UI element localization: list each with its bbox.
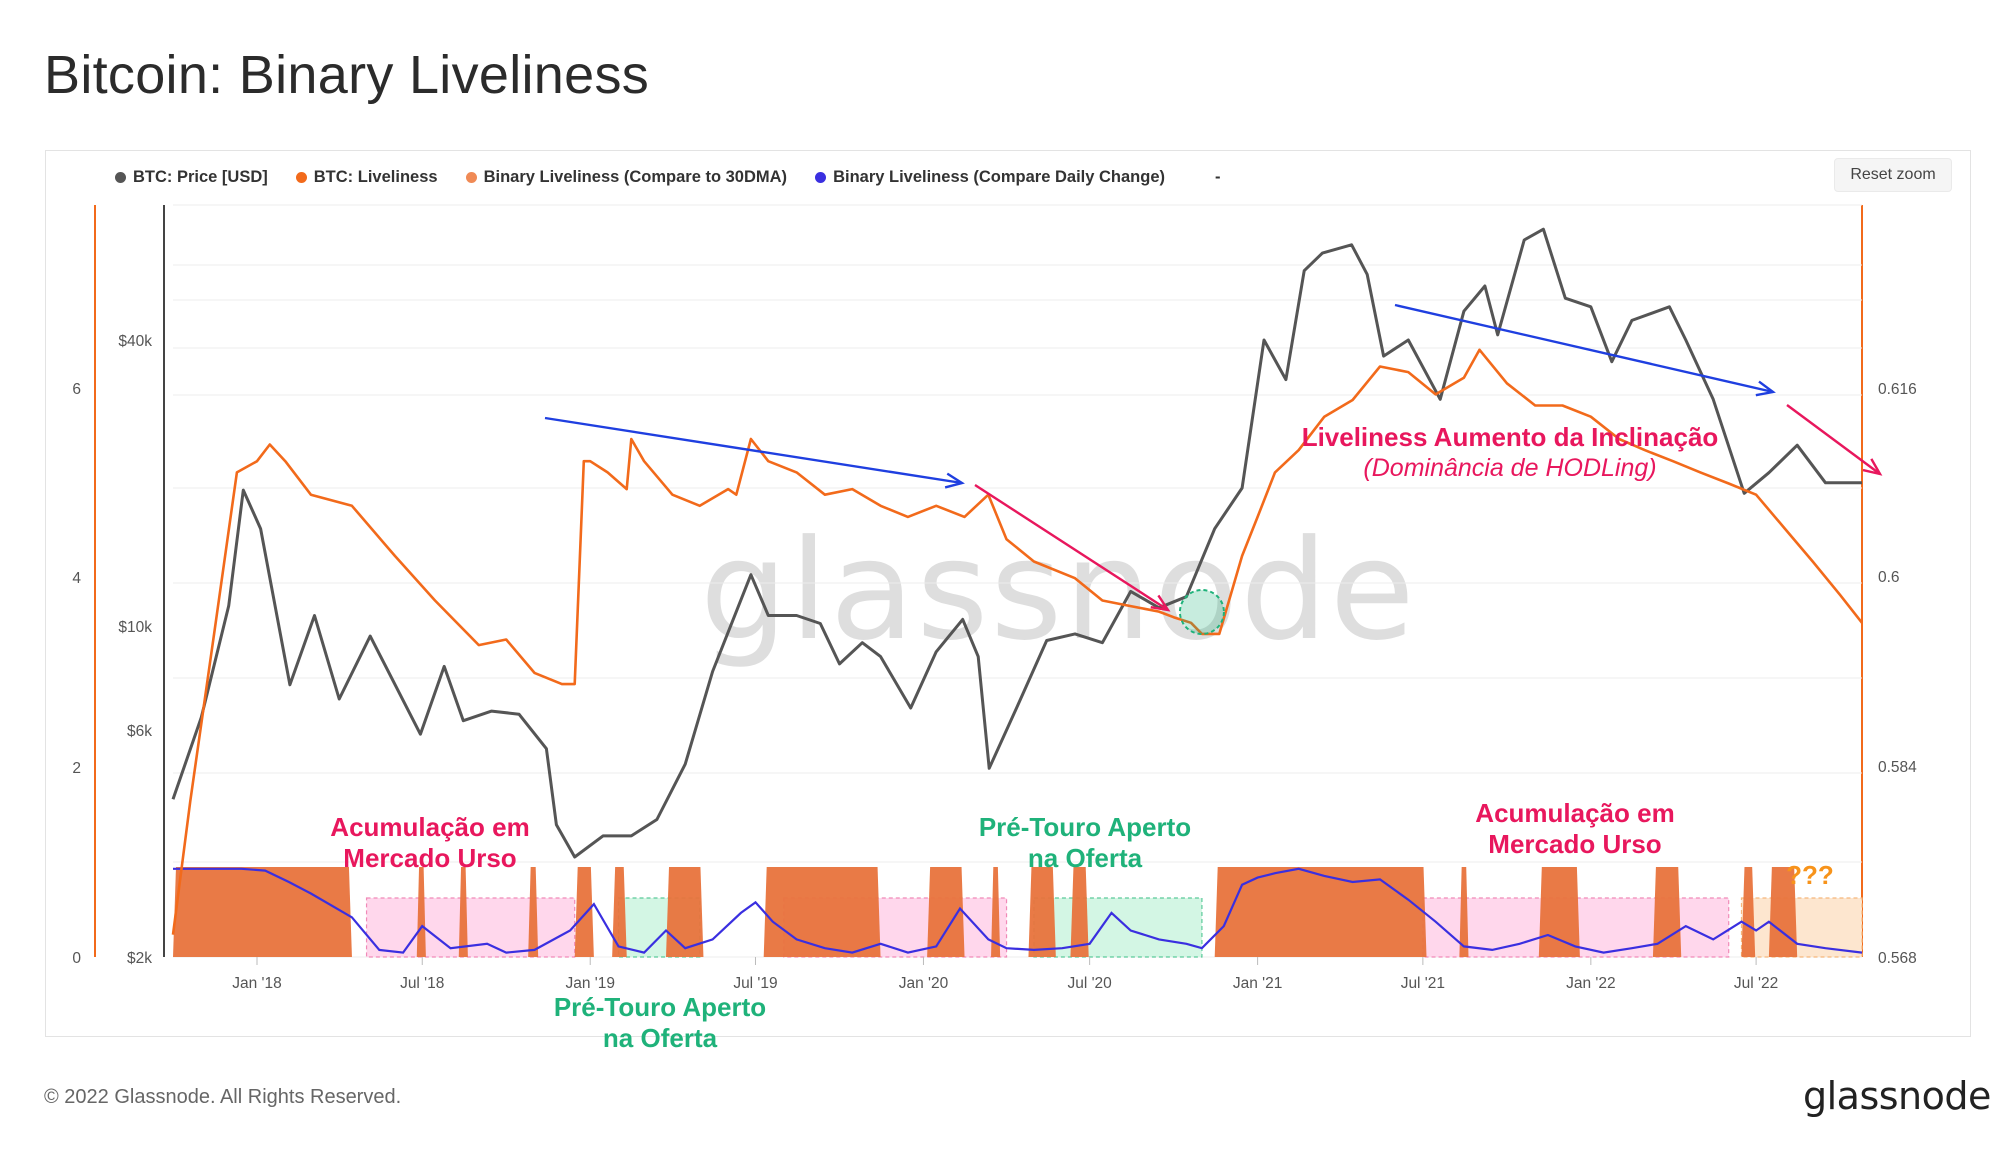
legend-label-liveliness: BTC: Liveliness [313, 168, 438, 186]
legend-dot-binary-30dma [465, 172, 477, 183]
binary-30dma-bar-14 [1538, 867, 1580, 957]
binary-30dma-bar-5 [612, 867, 627, 957]
binary-tick-label-0: 0 [72, 950, 81, 967]
x-tick-label-9: Jul '22 [1734, 975, 1778, 992]
page-title: Bitcoin: Binary Liveliness [44, 45, 650, 105]
glassnode-logo: glassnode [1803, 1074, 1991, 1118]
liveliness-tick-label-1: 0.584 [1878, 759, 1917, 776]
binary-30dma-bar-2 [458, 867, 468, 957]
legend-label-dash: - [1215, 168, 1221, 186]
copyright-text: © 2022 Glassnode. All Rights Reserved. [44, 1086, 402, 1108]
arrow-blue-2019-shaft [544, 416, 963, 485]
legend-dot-price [115, 172, 126, 183]
legend-item-liveliness[interactable]: BTC: Liveliness [295, 168, 438, 187]
liveliness-tick-label-0: 0.568 [1878, 950, 1917, 967]
reset-zoom-button[interactable]: Reset zoom [1834, 158, 1952, 192]
watermark: glassnode [700, 510, 1417, 671]
zone-bear_accumulation-0 [365, 897, 576, 958]
price-tick-label-0: $2k [127, 950, 152, 967]
legend-item-binary-30dma[interactable]: Binary Liveliness (Compare to 30DMA) [465, 168, 788, 187]
legend-item-price[interactable]: BTC: Price [USD] [115, 168, 268, 187]
chart-panel [45, 150, 1971, 1037]
annotation-bull-2-line1: Pré-Touro Aperto [978, 812, 1192, 842]
annotation-unknown: ??? [1786, 860, 1834, 890]
legend-label-binary-30dma: Binary Liveliness (Compare to 30DMA) [483, 168, 788, 186]
x-tick-label-4: Jan '20 [899, 975, 949, 992]
annotation-pre-bull-2: Pré-Touro Aperto na Oferta [955, 812, 1215, 874]
annotation-bull-2-line2: na Oferta [1027, 843, 1143, 873]
x-tick-label-6: Jan '21 [1233, 975, 1283, 992]
binary-30dma-bar-13 [1459, 867, 1469, 957]
x-tick-label-5: Jul '20 [1067, 975, 1112, 992]
legend-dot-liveliness [295, 172, 307, 183]
legend: BTC: Price [USD] BTC: Liveliness Binary … [115, 168, 1221, 187]
arrow-red-2020-shaft [974, 483, 1169, 612]
daily-change-line [173, 867, 1863, 954]
binary-tick-label-3: 6 [72, 381, 81, 398]
x-tick-label-2: Jan '19 [565, 975, 615, 992]
binary-30dma-bar-11 [1070, 867, 1089, 957]
legend-item-dash[interactable]: - [1215, 168, 1221, 187]
annotation-bear-1-line1: Acumulação em [330, 812, 530, 842]
binary-30dma-bar-8 [927, 867, 965, 957]
x-tick-label-3: Jul '19 [733, 975, 777, 992]
price-line [171, 227, 1862, 859]
binary-30dma-bar-1 [416, 867, 426, 957]
binary-30dma-bar-6 [666, 867, 704, 957]
arrow-blue-2021-head [1755, 380, 1776, 397]
price-tick-label-3: $40k [118, 333, 152, 350]
liveliness-tick-label-3: 0.616 [1878, 381, 1917, 398]
binary-30dma-bar-7 [763, 867, 881, 957]
binary-30dma-bar-4 [574, 867, 594, 957]
binary-30dma-bar-17 [1768, 867, 1798, 957]
price-tick-label-1: $6k [127, 723, 152, 740]
arrow-blue-2021-shaft [1394, 303, 1774, 394]
annotation-pre-bull-1: Pré-Touro Aperto na Oferta [530, 992, 790, 1054]
annotation-bear-1-line2: Mercado Urso [343, 843, 517, 873]
arrow-blue-2019-head [944, 472, 965, 489]
legend-label-binary-daily: Binary Liveliness (Compare Daily Change) [833, 168, 1165, 186]
arrow-red-2022-head [1862, 458, 1883, 476]
squeeze-highlight-circle [1178, 589, 1225, 635]
annotation-slope: Liveliness Aumento da Inclinação (Dominâ… [1280, 422, 1740, 484]
binary-30dma-bar-16 [1741, 867, 1756, 957]
binary-30dma-bar-10 [1028, 867, 1056, 957]
binary-30dma-bar-12 [1214, 867, 1427, 957]
binary-tick-label-2: 4 [72, 570, 81, 587]
annotation-bear-2-line2: Mercado Urso [1488, 829, 1662, 859]
arrow-red-2020-head [1150, 594, 1171, 612]
annotation-bear-accumulation-1: Acumulação em Mercado Urso [300, 812, 560, 874]
annotation-bull-1-line1: Pré-Touro Aperto [553, 992, 767, 1022]
x-tick-label-7: Jul '21 [1401, 975, 1445, 992]
price-tick-label-2: $10k [118, 619, 152, 636]
x-tick-label-0: Jan '18 [232, 975, 282, 992]
binary-30dma-bar-0 [173, 867, 352, 957]
x-tick-label-1: Jul '18 [400, 975, 444, 992]
binary-30dma-bar-9 [991, 867, 1001, 957]
liveliness-tick-label-2: 0.6 [1878, 569, 1900, 586]
annotation-bear-accumulation-2: Acumulação em Mercado Urso [1445, 798, 1705, 860]
legend-item-binary-daily[interactable]: Binary Liveliness (Compare Daily Change) [815, 168, 1165, 187]
legend-label-price: BTC: Price [USD] [133, 168, 268, 186]
annotation-slope-subtitle: (Dominância de HODLing) [1363, 454, 1657, 482]
arrow-red-2022-shaft [1786, 404, 1881, 475]
annotation-bear-2-line1: Acumulação em [1475, 798, 1675, 828]
annotation-slope-title: Liveliness Aumento da Inclinação [1301, 422, 1719, 452]
binary-tick-label-1: 2 [72, 760, 81, 777]
x-tick-label-8: Jan '22 [1566, 975, 1616, 992]
legend-dot-binary-daily [815, 172, 827, 183]
binary-30dma-bar-3 [528, 867, 539, 957]
annotation-bull-1-line2: na Oferta [602, 1023, 718, 1053]
